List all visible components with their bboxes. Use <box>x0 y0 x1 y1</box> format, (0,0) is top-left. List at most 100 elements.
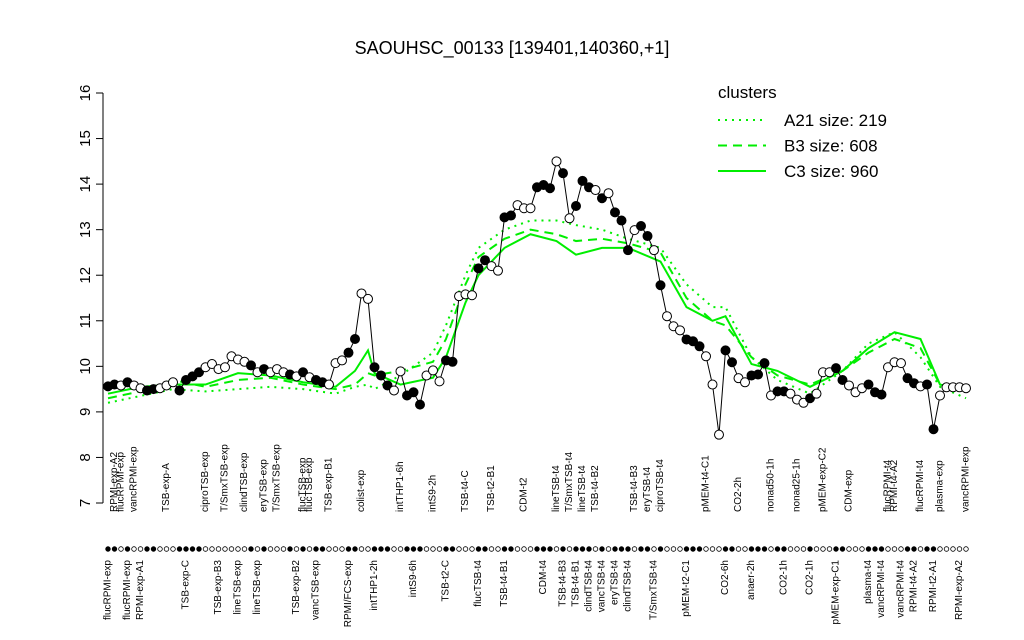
rug-dot <box>872 546 878 552</box>
x-label-bottom: intS9-6h <box>408 560 419 597</box>
data-point <box>324 379 334 390</box>
rug-dot <box>274 546 280 552</box>
x-label-top: intTHP1-6h <box>395 461 406 512</box>
data-point <box>707 379 718 390</box>
data-point <box>337 355 347 366</box>
rug-dot <box>664 546 670 552</box>
data-point <box>883 362 893 373</box>
rug-dot <box>449 546 456 552</box>
x-label-bottom: TSB-exp-B2 <box>291 560 302 615</box>
rug-dot <box>592 546 599 552</box>
data-point <box>506 210 516 221</box>
data-point <box>356 288 367 299</box>
data-point <box>896 358 906 369</box>
rug-dot <box>586 546 592 552</box>
data-point <box>577 175 588 186</box>
x-label-bottom: TSB-t2-C <box>441 560 452 602</box>
rug-dot <box>501 546 508 552</box>
rug-dot <box>261 546 267 552</box>
x-label-top: flucTSB-exp <box>298 457 309 512</box>
rug-dot <box>456 546 462 552</box>
x-label-bottom: anaer-2h <box>746 560 757 600</box>
data-point <box>395 366 406 377</box>
data-point <box>961 383 971 394</box>
y-tick-label: 11 <box>77 313 94 329</box>
data-point <box>694 341 705 352</box>
rug-dot <box>865 546 872 552</box>
x-label-bottom: TSB-exp-B3 <box>213 560 224 615</box>
x-label-top: TSB-t2-B1 <box>486 465 497 512</box>
data-point <box>701 351 711 362</box>
rug-dot <box>644 546 651 552</box>
x-label-top: CDM-t2 <box>519 477 530 512</box>
rug-dot <box>189 546 196 552</box>
rug-dot <box>781 546 787 552</box>
x-label-top: eryTSB-t4 <box>642 467 653 512</box>
rug-dot <box>683 546 690 552</box>
rug-dot <box>365 546 371 552</box>
data-point <box>831 363 841 374</box>
data-point <box>480 255 490 266</box>
data-point <box>662 311 672 322</box>
rug-dot <box>118 546 124 552</box>
data-point <box>220 362 230 373</box>
data-point <box>714 429 724 440</box>
x-label-bottom: vancTSB-exp <box>311 560 322 620</box>
data-point <box>473 263 484 274</box>
rug-dot <box>241 546 248 552</box>
rug-dot <box>917 546 924 552</box>
rug-dot <box>807 546 813 552</box>
x-label-top: TSB-t4-C <box>460 470 471 512</box>
rug-dot <box>339 546 345 552</box>
rug-dot <box>722 546 729 552</box>
rug-dot <box>943 546 950 552</box>
x-label-bottom: flucRPMI-exp <box>122 560 133 620</box>
rug-dot <box>540 546 547 552</box>
rug-dot <box>163 546 170 552</box>
rug-dot <box>800 546 807 552</box>
rug-dot <box>280 546 287 552</box>
x-label-top: RPMI-t4-A2 <box>889 459 900 512</box>
data-point <box>571 200 581 211</box>
x-label-bottom: clindTSB-t4 <box>584 560 595 612</box>
rug-dot <box>794 546 800 552</box>
x-label-top: pMEM-exp-C2 <box>818 447 829 512</box>
rug-dot <box>293 546 300 552</box>
rug-dot <box>729 546 735 552</box>
x-label-bottom: intTHP1-2h <box>369 560 380 611</box>
rug-dot <box>287 546 293 552</box>
x-label-bottom: plasma-t4 <box>863 560 874 604</box>
data-point <box>688 336 698 347</box>
rug-dot <box>397 546 404 552</box>
x-label-bottom: vancTSB-t4 <box>597 560 608 613</box>
x-label-bottom: TSB-t4-B1 <box>499 560 510 607</box>
rug-dot <box>709 546 716 552</box>
rug-dot <box>358 546 365 552</box>
rug-dot <box>254 546 261 552</box>
data-point <box>876 389 887 400</box>
x-label-bottom: TSB-t4-B3 <box>558 560 569 607</box>
data-point <box>421 370 432 381</box>
rug-dot <box>820 546 826 552</box>
x-label-bottom: vancRPMI-t4 <box>896 560 907 618</box>
rug-dot <box>527 546 534 552</box>
rug-dot <box>469 546 475 552</box>
rug-dot <box>547 546 553 552</box>
rug-dot <box>885 546 891 552</box>
data-point <box>493 265 503 276</box>
data-point <box>753 369 763 380</box>
rug-dot <box>930 546 937 552</box>
x-label-top: lineTSB-t4 <box>577 465 588 512</box>
legend-title: clusters <box>718 83 777 102</box>
x-label-top: flucRPMI-t4 <box>915 459 926 512</box>
rug-dot <box>209 546 215 552</box>
rug-dot <box>716 546 722 552</box>
x-label-bottom: CO2-6h <box>720 560 731 595</box>
rug-dot <box>566 546 573 552</box>
x-label-bottom: RPMI-t4-A2 <box>909 560 920 613</box>
x-label-top: lineTSB-t4 <box>551 465 562 512</box>
data-point <box>610 207 620 218</box>
rug-dot <box>482 546 488 552</box>
x-label-top: eryTSB-exp <box>259 459 270 512</box>
rug-dot <box>761 546 768 552</box>
